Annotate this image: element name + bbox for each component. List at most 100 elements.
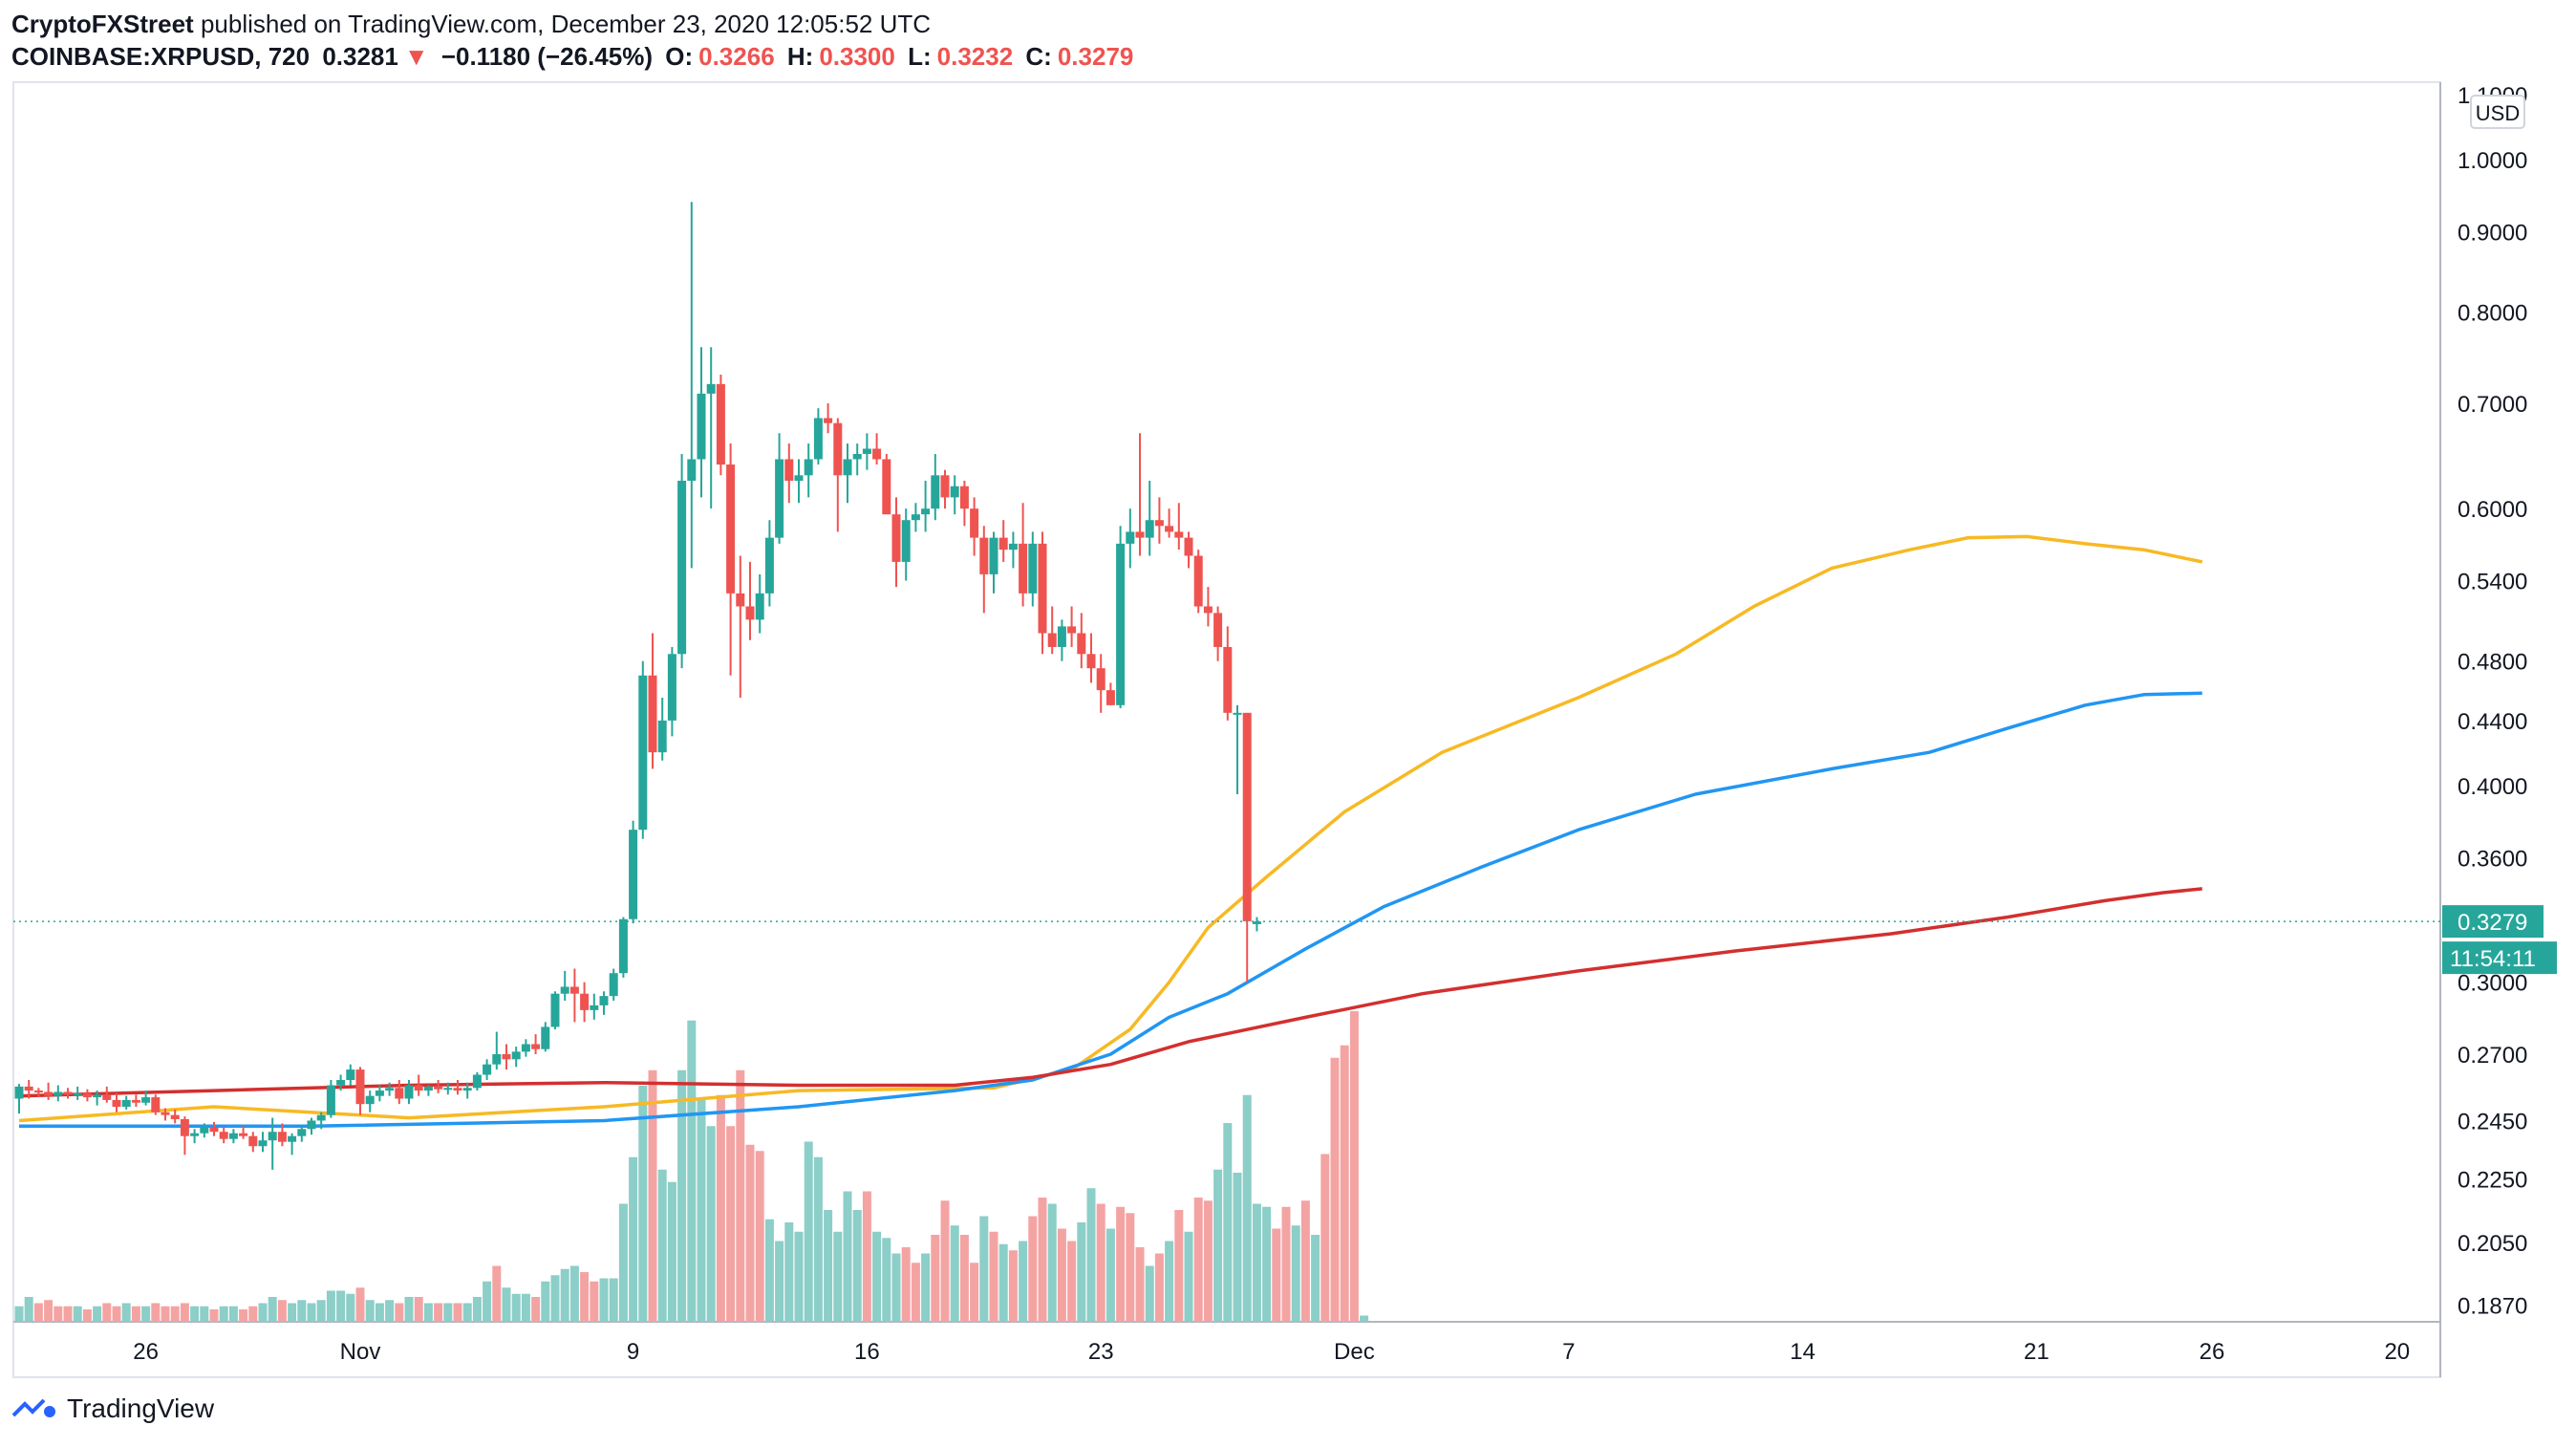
- candle-body: [755, 593, 764, 620]
- volume-bar: [121, 1303, 131, 1322]
- volume-bar: [1360, 1315, 1369, 1322]
- price-tick-label: 0.2450: [2458, 1109, 2527, 1134]
- volume-bar: [219, 1306, 228, 1322]
- volume-bar: [940, 1200, 950, 1322]
- volume-bar: [1057, 1228, 1066, 1322]
- candle-body: [833, 422, 843, 476]
- volume-bar: [862, 1191, 871, 1322]
- candle-body: [764, 537, 774, 594]
- time-axis[interactable]: 26 Nov 9 16 23 Dec 7 14 21 26 20: [133, 1339, 2410, 1365]
- candle-body: [852, 453, 862, 460]
- volume-bar: [346, 1293, 355, 1322]
- price-tick-label: 0.6000: [2458, 497, 2527, 523]
- volume-bar: [1193, 1198, 1203, 1322]
- candle-body: [697, 393, 706, 460]
- volume-bar: [931, 1235, 940, 1322]
- candle-body: [54, 1091, 63, 1096]
- volume-bar: [560, 1268, 569, 1322]
- candle-body: [219, 1132, 228, 1139]
- candle-body: [998, 537, 1008, 551]
- candle-body: [1106, 690, 1115, 705]
- candle-body: [618, 918, 628, 974]
- candle-body: [1193, 555, 1203, 607]
- candle-body: [599, 996, 609, 1005]
- volume-bar: [336, 1290, 346, 1322]
- candle-body: [1028, 543, 1038, 594]
- volume-bar: [959, 1235, 969, 1322]
- candle-body: [1223, 646, 1233, 713]
- volume-bar: [443, 1303, 453, 1322]
- candle-body: [609, 973, 618, 997]
- candle-body: [590, 1004, 599, 1010]
- volume-bar: [541, 1281, 550, 1322]
- volume-bar: [784, 1222, 794, 1322]
- candle-body: [1086, 654, 1096, 669]
- candle-body: [804, 459, 813, 476]
- candle-body: [277, 1132, 287, 1142]
- volume-bar: [891, 1253, 901, 1322]
- volume-bar: [882, 1238, 891, 1322]
- candle-body: [959, 486, 969, 509]
- high-label: H:: [786, 42, 814, 71]
- candle-body: [443, 1088, 453, 1091]
- candle-body: [882, 459, 891, 515]
- volume-bar: [423, 1303, 433, 1322]
- candle-body: [1165, 526, 1174, 532]
- price-change: −0.1180 (−26.45%): [440, 42, 653, 71]
- volume-bar: [1349, 1011, 1359, 1322]
- volume-bar: [580, 1272, 590, 1322]
- volume-bar: [745, 1144, 755, 1322]
- candle-body: [687, 459, 697, 482]
- candle-body: [258, 1140, 268, 1147]
- candle-body: [239, 1133, 248, 1136]
- candle-body: [395, 1088, 404, 1099]
- volume-bar: [989, 1231, 998, 1322]
- price-tick-label: 0.4800: [2458, 650, 2527, 676]
- price-tick-label: 0.7000: [2458, 392, 2527, 418]
- volume-bar: [1135, 1247, 1145, 1322]
- price-axis[interactable]: 1.10001.00000.90000.80000.70000.60000.54…: [2442, 83, 2557, 1320]
- volume-bar: [550, 1275, 560, 1322]
- price-tick-label: 0.2250: [2458, 1167, 2527, 1193]
- candle-body: [1077, 633, 1086, 655]
- volume-bar: [14, 1306, 24, 1322]
- volume-bar: [161, 1306, 170, 1322]
- tradingview-footer[interactable]: TradingView: [11, 1393, 214, 1424]
- volume-bar: [813, 1156, 823, 1322]
- countdown-value: 11:54:11: [2450, 946, 2536, 972]
- publisher-name[interactable]: CryptoFXStreet: [11, 10, 194, 38]
- candle-body: [33, 1091, 43, 1093]
- candle-body: [872, 448, 882, 460]
- volume-bar: [1067, 1241, 1077, 1322]
- current-price-badge: [2442, 905, 2544, 939]
- price-tick-label: 0.1870: [2458, 1294, 2527, 1320]
- time-tick-label: 7: [1562, 1339, 1575, 1365]
- price-tick-label: 0.2050: [2458, 1231, 2527, 1257]
- candle-body: [726, 464, 736, 594]
- time-tick-label: 26: [2200, 1339, 2225, 1365]
- volume-bar: [385, 1300, 395, 1322]
- moving-average-ma-mid: [19, 691, 2202, 1129]
- volume-bar: [736, 1069, 745, 1322]
- volume-bar: [355, 1287, 365, 1322]
- volume-bar: [277, 1300, 287, 1322]
- low-value: 0.3232: [936, 42, 1014, 71]
- volume-bar: [1213, 1169, 1223, 1322]
- candle-body: [560, 986, 569, 994]
- candle-body: [716, 383, 725, 465]
- candle-body: [288, 1135, 297, 1142]
- volume-bar: [268, 1297, 277, 1322]
- moving-average-lines: [18, 534, 2203, 1129]
- price-tick-label: 0.9000: [2458, 220, 2527, 246]
- time-tick-label: 16: [854, 1339, 880, 1365]
- candle-body: [1252, 921, 1261, 924]
- candle-body: [336, 1079, 346, 1086]
- candle-body: [316, 1114, 326, 1121]
- candle-body: [891, 514, 901, 562]
- symbol-label[interactable]: COINBASE:XRPUSD, 720: [11, 42, 311, 71]
- volume-bar: [1300, 1200, 1310, 1322]
- candle-body: [170, 1114, 180, 1120]
- open-label: O:: [665, 42, 694, 71]
- candle-body: [423, 1086, 433, 1091]
